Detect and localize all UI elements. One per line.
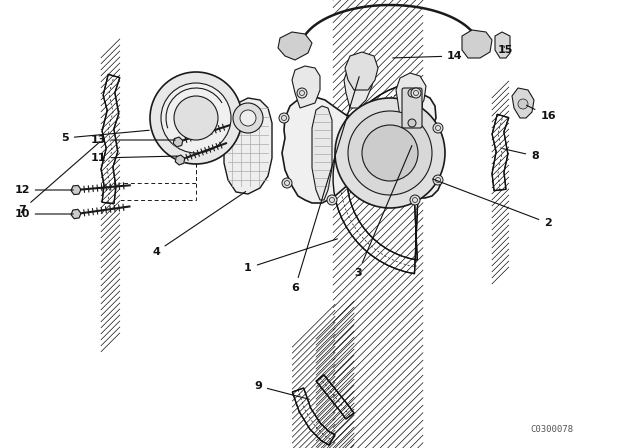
Polygon shape bbox=[278, 32, 312, 60]
Polygon shape bbox=[312, 106, 332, 200]
Circle shape bbox=[282, 178, 292, 188]
Text: 10: 10 bbox=[14, 209, 73, 219]
Text: 6: 6 bbox=[291, 77, 359, 293]
Polygon shape bbox=[71, 209, 81, 219]
Text: 12: 12 bbox=[14, 185, 73, 195]
Circle shape bbox=[297, 88, 307, 98]
Polygon shape bbox=[292, 388, 335, 445]
Text: 2: 2 bbox=[433, 179, 552, 228]
Circle shape bbox=[279, 113, 289, 123]
Polygon shape bbox=[495, 32, 510, 58]
Circle shape bbox=[362, 125, 418, 181]
Circle shape bbox=[433, 123, 443, 133]
Circle shape bbox=[335, 98, 445, 208]
Text: 15: 15 bbox=[497, 45, 513, 55]
Text: 4: 4 bbox=[152, 192, 246, 257]
Text: 3: 3 bbox=[354, 146, 412, 278]
Circle shape bbox=[411, 88, 421, 98]
Polygon shape bbox=[462, 30, 492, 58]
Polygon shape bbox=[512, 88, 534, 118]
Text: 11: 11 bbox=[90, 153, 177, 163]
Polygon shape bbox=[101, 74, 120, 204]
Polygon shape bbox=[333, 82, 423, 274]
Text: C0300078: C0300078 bbox=[530, 425, 573, 434]
Text: 8: 8 bbox=[502, 149, 539, 161]
Text: 5: 5 bbox=[61, 130, 149, 143]
Circle shape bbox=[408, 89, 416, 97]
Circle shape bbox=[174, 96, 218, 140]
Circle shape bbox=[518, 99, 528, 109]
Circle shape bbox=[150, 72, 242, 164]
Polygon shape bbox=[224, 98, 272, 194]
Text: 13: 13 bbox=[90, 135, 175, 145]
Circle shape bbox=[327, 195, 337, 205]
Polygon shape bbox=[316, 375, 354, 419]
Polygon shape bbox=[71, 185, 81, 194]
Circle shape bbox=[348, 111, 432, 195]
Text: 7: 7 bbox=[18, 142, 100, 215]
Circle shape bbox=[233, 103, 263, 133]
Text: 1: 1 bbox=[244, 239, 337, 273]
Polygon shape bbox=[396, 73, 426, 118]
Circle shape bbox=[161, 83, 231, 153]
Text: 9: 9 bbox=[254, 381, 309, 399]
Circle shape bbox=[410, 195, 420, 205]
Circle shape bbox=[240, 110, 256, 126]
Polygon shape bbox=[282, 93, 441, 203]
Text: 16: 16 bbox=[527, 105, 556, 121]
Polygon shape bbox=[492, 114, 509, 191]
Circle shape bbox=[433, 175, 443, 185]
Polygon shape bbox=[345, 52, 378, 90]
Polygon shape bbox=[175, 155, 185, 165]
FancyBboxPatch shape bbox=[402, 88, 422, 128]
Polygon shape bbox=[344, 63, 374, 108]
Polygon shape bbox=[173, 137, 183, 147]
Polygon shape bbox=[292, 66, 320, 108]
Circle shape bbox=[408, 119, 416, 127]
Text: 14: 14 bbox=[393, 51, 463, 61]
